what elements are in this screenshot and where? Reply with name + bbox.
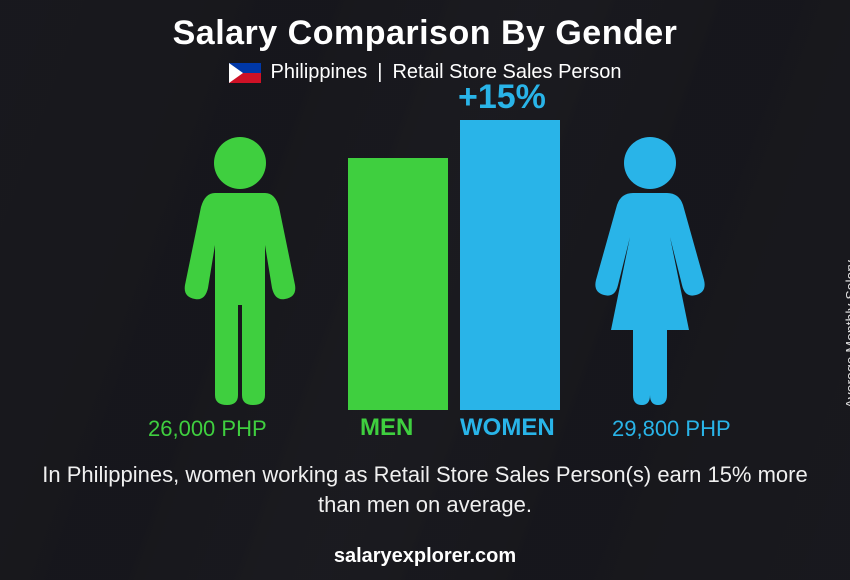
man-icon <box>175 135 305 405</box>
woman-icon <box>585 135 715 405</box>
male-cat-label: MEN <box>360 414 413 442</box>
infographic-root: Salary Comparison By Gender Philippines … <box>0 0 850 580</box>
country-label: Philippines <box>271 61 368 84</box>
subtitle-row: Philippines | Retail Store Sales Person <box>0 61 850 84</box>
flag-icon <box>229 63 261 83</box>
male-figure-icon <box>175 135 305 410</box>
description-text: In Philippines, women working as Retail … <box>40 460 810 519</box>
footer-source: salaryexplorer.com <box>0 545 850 568</box>
chart-area: +15% 26,000 PHP MEN <box>60 90 790 450</box>
male-salary-label: 26,000 PHP <box>148 416 267 442</box>
page-title: Salary Comparison By Gender <box>0 0 850 53</box>
y-axis-label: Average Monthly Salary <box>842 260 850 408</box>
bar-male <box>348 158 448 410</box>
pct-diff-label: +15% <box>458 78 546 117</box>
bar-female <box>460 120 560 410</box>
female-cat-label: WOMEN <box>460 414 555 442</box>
female-figure-icon <box>585 135 715 410</box>
female-salary-label: 29,800 PHP <box>612 416 731 442</box>
separator: | <box>377 61 382 84</box>
